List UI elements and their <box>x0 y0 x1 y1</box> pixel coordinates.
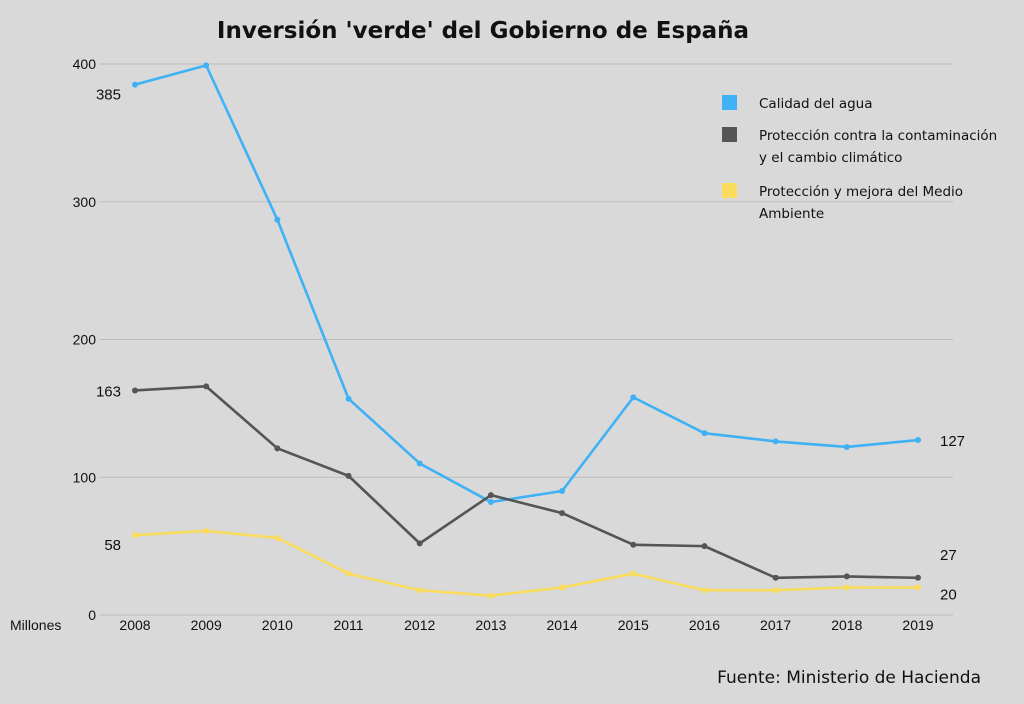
data-point <box>345 395 352 402</box>
data-point <box>274 216 281 223</box>
x-tick-label: 2009 <box>191 617 222 633</box>
data-label: 385 <box>96 87 121 104</box>
data-point <box>915 584 921 591</box>
x-axis-ticks: 2008 2009 2010 2011 2012 2013 2014 2015 2016 2017… <box>119 617 933 633</box>
data-point <box>132 532 138 539</box>
legend-label: y el cambio climático <box>759 150 902 166</box>
legend: Calidad del agua Protección contra la con… <box>722 95 997 222</box>
data-labels: 385 163 58 127 27 20 <box>96 87 965 604</box>
data-point <box>559 584 566 591</box>
data-label: 20 <box>940 586 957 603</box>
data-point <box>772 574 779 581</box>
data-label: 127 <box>940 433 965 450</box>
data-point <box>487 492 494 499</box>
legend-swatch <box>722 183 737 198</box>
x-tick-label: 2013 <box>475 617 506 633</box>
legend-label: Ambiente <box>759 206 824 222</box>
data-point <box>132 387 138 394</box>
y-tick-label: 300 <box>73 194 97 210</box>
legend-swatch <box>722 127 737 142</box>
x-tick-label: 2016 <box>689 617 720 633</box>
data-point <box>416 460 423 467</box>
data-point <box>843 584 850 591</box>
data-point <box>559 510 566 517</box>
data-point <box>843 443 850 450</box>
grid <box>100 63 953 616</box>
y-tick-label: 100 <box>73 469 97 485</box>
data-point <box>701 543 708 550</box>
data-point <box>772 438 779 445</box>
series-lines <box>132 62 921 599</box>
data-point <box>274 445 281 452</box>
source-note: Fuente: Ministerio de Hacienda <box>717 668 981 688</box>
data-point <box>630 541 637 548</box>
data-point <box>915 574 921 581</box>
data-point <box>416 587 423 594</box>
x-tick-label: 2008 <box>119 617 150 633</box>
x-tick-label: 2012 <box>404 617 435 633</box>
y-axis-label: Millones <box>10 617 61 633</box>
x-tick-label: 2010 <box>262 617 293 633</box>
x-tick-label: 2011 <box>333 617 363 633</box>
data-point <box>345 570 352 577</box>
data-point <box>203 62 210 69</box>
data-label: 27 <box>940 547 957 564</box>
y-tick-label: 0 <box>88 607 96 623</box>
chart-title: Inversión 'verde' del Gobierno de España <box>217 18 749 44</box>
legend-item: Calidad del agua <box>722 95 873 112</box>
data-point <box>203 383 210 390</box>
data-point <box>701 430 708 437</box>
data-point <box>416 540 423 547</box>
series-line <box>134 64 919 504</box>
data-point <box>630 570 637 577</box>
series-1 <box>132 383 921 581</box>
series-line <box>134 385 919 580</box>
data-point <box>701 587 708 594</box>
data-label: 163 <box>96 383 121 400</box>
x-tick-label: 2018 <box>831 617 862 633</box>
data-point <box>630 394 637 401</box>
series-line <box>134 529 918 598</box>
series-2 <box>132 527 921 599</box>
legend-label: Calidad del agua <box>759 96 873 112</box>
data-point <box>843 573 850 580</box>
data-point <box>132 81 138 88</box>
legend-item: Protección y mejora del Medio Ambiente <box>722 183 963 222</box>
data-point <box>487 499 494 506</box>
y-tick-label: 200 <box>73 332 97 348</box>
data-point <box>345 472 352 479</box>
legend-swatch <box>722 95 737 110</box>
x-tick-label: 2019 <box>902 617 933 633</box>
legend-label: Protección y mejora del Medio <box>759 184 963 200</box>
data-point <box>487 592 494 599</box>
data-point <box>915 437 921 444</box>
x-tick-label: 2014 <box>547 617 578 633</box>
legend-item: Protección contra la contaminación y el c… <box>722 127 997 166</box>
data-point <box>772 587 779 594</box>
data-point <box>559 488 566 495</box>
y-tick-label: 400 <box>73 56 97 72</box>
x-tick-label: 2017 <box>760 617 791 633</box>
data-label: 58 <box>104 537 121 554</box>
data-point <box>274 534 281 541</box>
data-point <box>203 527 210 534</box>
series-0 <box>132 62 921 506</box>
x-tick-label: 2015 <box>618 617 649 633</box>
y-axis-ticks: 0 100 200 300 400 <box>73 56 97 623</box>
legend-label: Protección contra la contaminación <box>759 128 997 144</box>
